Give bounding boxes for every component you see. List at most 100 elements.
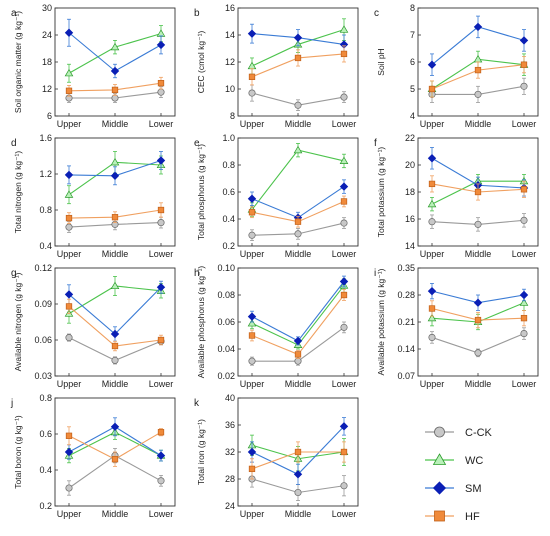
data-point-wc — [293, 145, 303, 154]
data-point-hf — [520, 186, 528, 193]
data-point-hf — [294, 54, 302, 62]
y-tick-label: 0.03 — [34, 371, 52, 381]
panel-label: h — [194, 268, 200, 279]
y-tick-label: 0.06 — [217, 317, 235, 327]
data-point-cck — [157, 477, 165, 485]
data-point-hf — [65, 87, 73, 94]
series-hf — [65, 426, 165, 467]
data-point-hf — [294, 351, 302, 358]
data-point-sm — [293, 470, 303, 479]
panel-h: h 0.02 0.04 0.06 0.08 0.10 Upper Middle Lower Ava… — [194, 263, 359, 389]
data-point-sm — [519, 290, 529, 300]
y-tick-label: 8 — [410, 3, 415, 13]
data-point-hf — [474, 316, 482, 324]
series-cck — [428, 213, 528, 232]
data-point-wc — [64, 190, 74, 198]
data-point-cck — [111, 94, 119, 102]
x-tick-label: Lower — [332, 249, 357, 259]
series-line — [251, 281, 345, 342]
data-point-hf — [340, 50, 348, 58]
y-axis-label: Total boron (g kg⁻¹) — [13, 415, 23, 489]
x-tick-label: Lower — [149, 509, 174, 519]
y-tick-label: 40 — [225, 393, 235, 403]
y-tick-label: 4 — [410, 111, 415, 121]
y-tick-label: 0.8 — [39, 205, 52, 215]
data-point-sm — [339, 277, 349, 286]
x-tick-label: Lower — [149, 119, 174, 129]
data-point-cck — [248, 357, 256, 365]
data-point-sm — [247, 29, 257, 38]
y-tick-label: 32 — [225, 447, 235, 457]
series-sm — [64, 280, 166, 342]
x-tick-label: Lower — [332, 379, 357, 389]
data-point-hf — [294, 448, 302, 456]
y-tick-label: 10 — [225, 84, 235, 94]
y-axis-label: CEC (cmol kg⁻¹) — [196, 31, 206, 94]
x-tick-label: Middle — [102, 509, 129, 519]
y-tick-label: 0.2 — [39, 501, 52, 511]
panel-label: a — [11, 8, 17, 19]
data-point-hf — [65, 214, 73, 222]
data-point-hf — [248, 209, 256, 216]
y-tick-label: 0.8 — [222, 160, 235, 170]
data-point-wc — [110, 281, 120, 290]
y-axis-label: Total phosphorus (g kg⁻¹) — [196, 144, 206, 240]
data-point-wc — [339, 25, 349, 33]
panel-c: c 4 5 6 7 8 Upper Middle Lower Soil pH — [374, 3, 539, 129]
data-point-cck — [294, 230, 302, 238]
series-hf — [65, 202, 165, 224]
panel-label: c — [374, 8, 379, 19]
series-hf — [428, 56, 528, 98]
panel-d: d 0.4 0.8 1.2 1.6 Upper Middle Lower Total nitro… — [11, 133, 176, 259]
data-point-sm — [293, 336, 303, 346]
panel-i: i 0.07 0.14 0.21 0.28 0.35 Upper Middle Lower Ava… — [374, 263, 539, 389]
y-tick-label: 30 — [42, 3, 52, 13]
series-hf — [428, 175, 528, 201]
y-tick-label: 18 — [42, 57, 52, 67]
series-wc — [64, 275, 166, 324]
y-axis-label: Available nitrogen (g kg⁻¹) — [13, 272, 23, 371]
data-point-sm — [293, 33, 303, 42]
series-sm — [64, 151, 166, 186]
x-tick-label: Middle — [285, 379, 312, 389]
series-hf — [248, 441, 348, 480]
y-tick-label: 0.4 — [39, 465, 52, 475]
series-line — [251, 149, 345, 210]
series-line — [251, 285, 345, 346]
x-tick-label: Middle — [465, 249, 492, 259]
y-axis-label: Total potassium (g kg⁻¹) — [376, 147, 386, 238]
x-tick-label: Upper — [240, 249, 265, 259]
x-tick-label: Lower — [332, 509, 357, 519]
data-point-cck — [428, 218, 436, 226]
series-cck — [428, 77, 528, 103]
y-tick-label: 0.2 — [222, 241, 235, 251]
panel-label: i — [374, 268, 376, 279]
y-tick-label: 24 — [225, 501, 235, 511]
series-hf — [65, 76, 165, 97]
data-point-cck — [248, 231, 256, 239]
data-point-cck — [340, 323, 348, 331]
y-tick-label: 8 — [230, 111, 235, 121]
legend-item-wc: WC — [425, 453, 483, 467]
x-tick-label: Middle — [102, 119, 129, 129]
legend: C-CK WC SM HF — [420, 420, 545, 530]
data-point-sm — [64, 290, 74, 299]
x-tick-label: Lower — [512, 119, 537, 129]
data-point-cck — [294, 488, 302, 497]
x-tick-label: Lower — [149, 249, 174, 259]
y-tick-label: 6 — [410, 57, 415, 67]
data-point-sm — [339, 182, 349, 191]
data-point-cck — [65, 334, 73, 342]
data-point-sm — [64, 447, 74, 457]
panel-label: f — [374, 138, 377, 149]
series-cck — [248, 321, 348, 366]
y-tick-label: 28 — [225, 474, 235, 484]
legend-label-hf: HF — [465, 511, 480, 523]
legend-marker-wc — [432, 453, 447, 465]
legend-label-wc: WC — [465, 455, 483, 467]
data-point-cck — [428, 333, 436, 341]
y-axis-label: Soil pH — [376, 48, 386, 75]
data-point-hf — [157, 206, 165, 214]
panel-g: g 0.03 0.06 0.09 0.12 Upper Middle Lower Availab… — [11, 263, 176, 389]
series-sm — [64, 18, 166, 79]
